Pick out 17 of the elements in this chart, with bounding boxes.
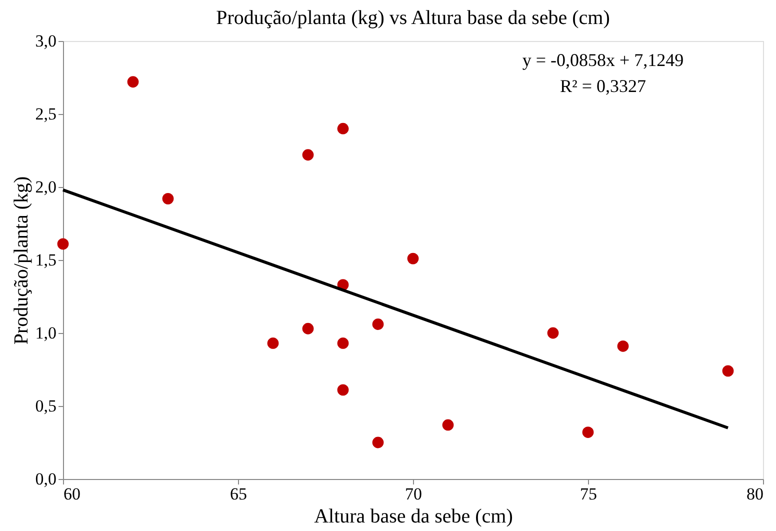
y-axis-title: Produção/planta (kg) xyxy=(10,176,32,345)
y-tick-label: 0,5 xyxy=(35,396,56,416)
x-axis-title: Altura base da sebe (cm) xyxy=(314,506,513,528)
annotation: R² = 0,3327 xyxy=(560,76,646,96)
x-tick-label: 60 xyxy=(64,484,80,504)
x-tick-label: 70 xyxy=(405,484,422,504)
y-tick-label: 2,0 xyxy=(35,178,56,196)
chart-title: Produção/planta (kg) vs Altura base da sebe (cm) xyxy=(216,7,610,29)
y-tick-label: 1,5 xyxy=(35,250,56,270)
y-tick-label: 0,0 xyxy=(35,470,56,488)
x-tick-label: 65 xyxy=(230,484,247,504)
y-tick-label: 2,5 xyxy=(35,104,56,124)
y-tick-label: 3,0 xyxy=(35,32,56,50)
annotation: y = -0,0858x + 7,1249 xyxy=(522,50,684,70)
x-tick-label: 80 xyxy=(746,484,764,504)
y-tick-label: 1,0 xyxy=(35,324,56,342)
x-tick-label: 75 xyxy=(580,484,597,504)
